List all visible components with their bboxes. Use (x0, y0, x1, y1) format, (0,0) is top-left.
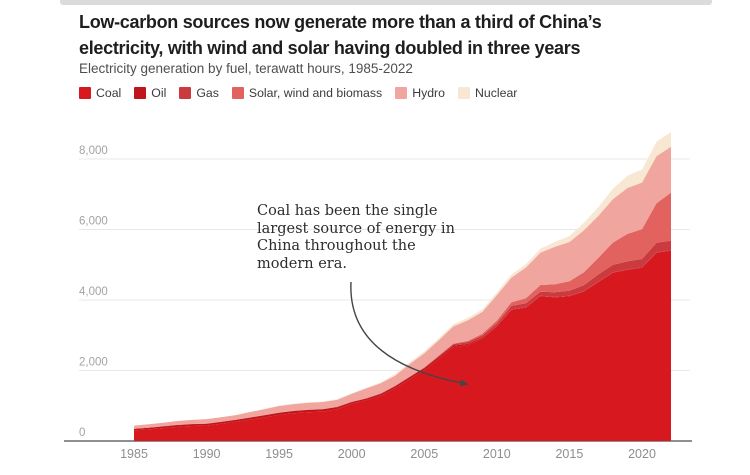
page-title: Low-carbon sources now generate more tha… (79, 9, 602, 61)
legend-item-nuclear: Nuclear (458, 86, 517, 100)
title-line-2: electricity, with wind and solar having … (79, 38, 581, 58)
legend-label: Oil (151, 86, 167, 100)
x-tick-label: 1995 (265, 447, 293, 461)
legend-label: Gas (196, 86, 219, 100)
x-tick-label: 1990 (193, 447, 221, 461)
x-tick-label: 2020 (628, 447, 656, 461)
legend-item-gas: Gas (179, 86, 219, 100)
card-top-edge (60, 0, 712, 5)
legend: Coal Oil Gas Solar, wind and biomass Hyd… (79, 86, 517, 100)
legend-label: Hydro (412, 86, 445, 100)
legend-label: Nuclear (475, 86, 518, 100)
legend-item-hydro: Hydro (395, 86, 445, 100)
x-tick-label: 2010 (483, 447, 511, 461)
annotation-text: Coal has been the single largest source … (257, 203, 455, 273)
oil-swatch-icon (134, 87, 147, 99)
y-tick-label: 2,000 (79, 357, 108, 369)
hydro-swatch-icon (395, 87, 408, 99)
x-tick-label: 2000 (338, 447, 366, 461)
legend-label: Solar, wind and biomass (248, 86, 383, 100)
x-tick-label: 2015 (555, 447, 583, 461)
x-tick-label: 1985 (120, 447, 148, 461)
annotation-arrow (350, 281, 469, 387)
legend-label: Coal (96, 86, 122, 100)
x-tick-label: 2005 (410, 447, 438, 461)
y-tick-label: 4,000 (79, 286, 108, 298)
y-tick-label: 8,000 (79, 145, 108, 157)
nuclear-swatch-icon (458, 87, 470, 99)
solar-wind-biomass-swatch-icon (231, 87, 244, 99)
gas-swatch-icon (179, 87, 192, 99)
legend-item-coal: Coal (79, 86, 121, 100)
y-tick-label: 6,000 (79, 216, 108, 228)
title-line-1: Low-carbon sources now generate more tha… (79, 12, 602, 32)
coal-swatch-icon (79, 87, 91, 99)
chart-subtitle: Electricity generation by fuel, terawatt… (79, 61, 413, 76)
area-hydro (134, 146, 671, 429)
y-tick-label: 0 (79, 427, 85, 439)
area-coal (134, 250, 671, 441)
legend-item-solar-wind-biomass: Solar, wind and biomass (231, 86, 383, 100)
legend-item-oil: Oil (134, 86, 166, 100)
